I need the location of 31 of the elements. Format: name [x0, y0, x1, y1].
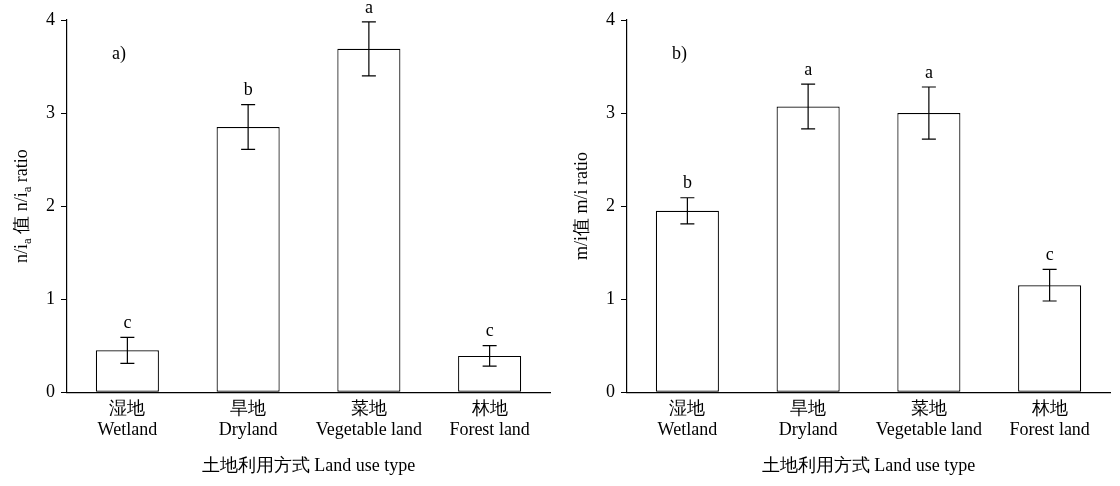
annotation: a) — [112, 42, 126, 64]
annotation: b — [682, 172, 692, 193]
annotation: b) — [672, 42, 687, 64]
y-tick-label: 4 — [46, 8, 55, 29]
annotation: b — [243, 79, 253, 100]
y-tick-label: 3 — [46, 101, 55, 122]
x-tick-label: 林地 Forest land — [1009, 397, 1090, 440]
y-tick-label: 1 — [46, 287, 55, 308]
y-tick-label: 4 — [606, 8, 615, 29]
annotation: c — [1045, 244, 1054, 265]
annotation: a — [804, 58, 813, 79]
annotation: c — [485, 320, 494, 341]
x-tick-label: 菜地 Vegetable land — [315, 397, 423, 440]
y-tick-label: 0 — [46, 380, 55, 401]
annotation: a — [364, 0, 373, 17]
y-tick-label: 2 — [606, 194, 615, 215]
annotation: c — [123, 312, 132, 333]
y-axis-title: m/i值 m/i ratio — [570, 152, 591, 261]
x-tick-label: 菜地 Vegetable land — [875, 397, 983, 440]
annotation: a — [924, 61, 933, 82]
y-tick-label: 0 — [606, 380, 615, 401]
x-tick-label: 湿地 Wetland — [97, 397, 158, 440]
x-tick-label: 旱地 Dryland — [218, 397, 278, 440]
x-tick-label: 林地 Forest land — [449, 397, 530, 440]
x-axis-title: 土地利用方式 Land use type — [761, 454, 976, 475]
y-tick-label: 1 — [606, 287, 615, 308]
x-axis-title: 土地利用方式 Land use type — [201, 454, 416, 475]
y-tick-label: 2 — [46, 194, 55, 215]
x-tick-label: 湿地 Wetland — [657, 397, 718, 440]
y-tick-label: 3 — [606, 101, 615, 122]
x-tick-label: 旱地 Dryland — [778, 397, 838, 440]
